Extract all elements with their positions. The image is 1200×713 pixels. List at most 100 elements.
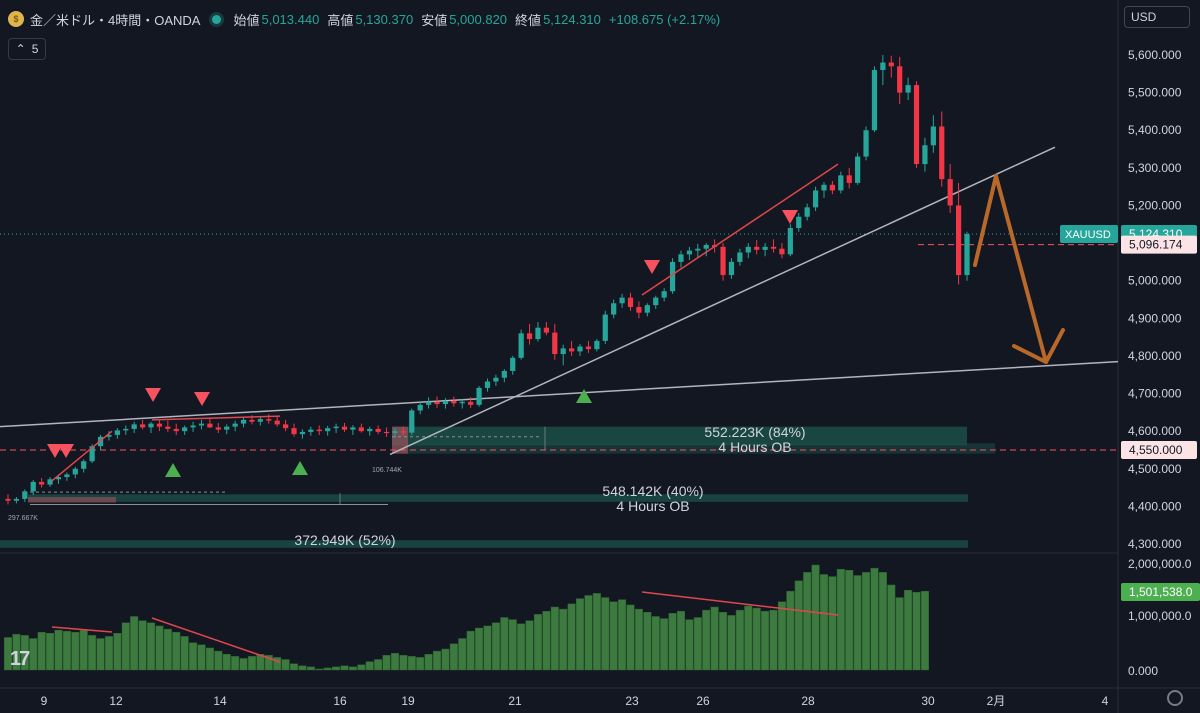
candle-body [577, 346, 583, 352]
candle-body [543, 327, 549, 333]
volume-bar [609, 601, 618, 671]
candle-body [493, 377, 499, 382]
candle-body [476, 387, 482, 405]
time-tick-label: 14 [213, 694, 227, 708]
indicator-count: 5 [31, 42, 39, 56]
volume-bar [399, 655, 408, 671]
candle-body [30, 481, 36, 492]
volume-bar [769, 609, 778, 671]
volume-bar [643, 612, 652, 671]
candle-body [308, 429, 314, 432]
volume-bar [441, 648, 450, 671]
volume-bar [533, 614, 543, 671]
candle-body [291, 428, 297, 435]
candle-body [383, 431, 390, 434]
volume-bar [491, 622, 500, 671]
candle-body [812, 190, 819, 208]
settings-icon[interactable] [1167, 690, 1183, 706]
volume-bar [332, 666, 341, 671]
volume-bar [735, 609, 744, 671]
open-label: 始値 [233, 12, 260, 28]
price-tick-label: 5,400.000 [1128, 123, 1182, 137]
currency-selector[interactable]: USD [1124, 6, 1190, 28]
volume-bar [525, 620, 534, 671]
candle-body [459, 401, 465, 404]
zone-volume-label: 372.949K (52%) [294, 532, 395, 548]
time-tick-label: 9 [41, 694, 48, 708]
volume-bar [432, 650, 442, 671]
order-block-origin [392, 426, 408, 454]
volume-bar [357, 664, 366, 671]
buy-signal-icon [292, 461, 308, 475]
candle-body [484, 381, 491, 388]
low-label: 安値 [421, 12, 448, 28]
time-tick-label: 19 [401, 694, 415, 708]
sell-signal-icon [644, 260, 660, 274]
volume-bar [121, 622, 130, 671]
symbol-badge-label: XAUUSD [1065, 229, 1111, 241]
candle-body [207, 423, 213, 428]
candle-body [333, 426, 339, 429]
volume-bar [466, 630, 475, 671]
volume-bar [584, 595, 593, 671]
structure-line [641, 163, 839, 296]
volume-bar [862, 572, 871, 671]
candle-body [341, 426, 348, 430]
candle-body [13, 498, 20, 501]
zone-type-label: 4 Hours OB [718, 439, 791, 455]
price-tick-label: 5,300.000 [1128, 161, 1182, 175]
candle-body [442, 401, 449, 405]
volume-bar [130, 616, 139, 671]
zone-small-label: 297.667K [8, 515, 38, 522]
candle-body [299, 431, 306, 435]
time-tick-label: 12 [109, 694, 123, 708]
high-value: 5,130.370 [355, 11, 414, 27]
candle-body [257, 419, 263, 422]
volume-bar [836, 568, 845, 671]
volume-bar [273, 657, 282, 671]
volume-bar [904, 589, 913, 671]
candle-body [123, 428, 129, 431]
volume-tick-label: 2,000,000.0 [1128, 557, 1192, 571]
candle-body [669, 261, 676, 292]
volume-bar [424, 654, 433, 671]
candle-body [947, 179, 953, 206]
indicator-collapse-button[interactable]: ⌃ 5 [8, 38, 46, 60]
volume-bar [281, 659, 290, 671]
candle-body [762, 246, 768, 250]
volume-bar [449, 643, 458, 671]
volume-bar [895, 597, 904, 671]
trend-line [0, 360, 1119, 428]
volume-bar [88, 635, 97, 671]
volume-bar [887, 584, 896, 671]
candle-body [367, 428, 373, 432]
candle-body [392, 431, 398, 434]
volume-bar [727, 615, 736, 671]
symbol-title[interactable]: 金／米ドル・4時間・OANDA [30, 12, 201, 28]
candle-body [215, 427, 221, 430]
volume-bar [634, 608, 643, 671]
volume-bar [567, 603, 576, 671]
sell-signal-icon [58, 444, 74, 458]
sell-signal-icon [782, 210, 798, 224]
volume-bar [247, 656, 256, 671]
volume-bar [483, 625, 492, 671]
volume-bar [54, 629, 63, 671]
structure-line [51, 430, 113, 482]
candle-body [232, 423, 238, 427]
price-tick-label: 4,600.000 [1128, 424, 1182, 438]
candle-body [913, 85, 920, 165]
volume-bar [37, 631, 46, 671]
candle-body [198, 423, 205, 426]
volume-bar [197, 644, 206, 671]
volume-bar [289, 663, 299, 671]
volume-bar [811, 564, 820, 671]
volume-bar [500, 617, 509, 671]
candle-body [855, 156, 861, 183]
close-label: 終値 [515, 12, 542, 28]
candle-body [148, 423, 154, 428]
candle-body [535, 327, 541, 339]
volume-bar [618, 599, 627, 671]
volume-bar [79, 629, 88, 671]
